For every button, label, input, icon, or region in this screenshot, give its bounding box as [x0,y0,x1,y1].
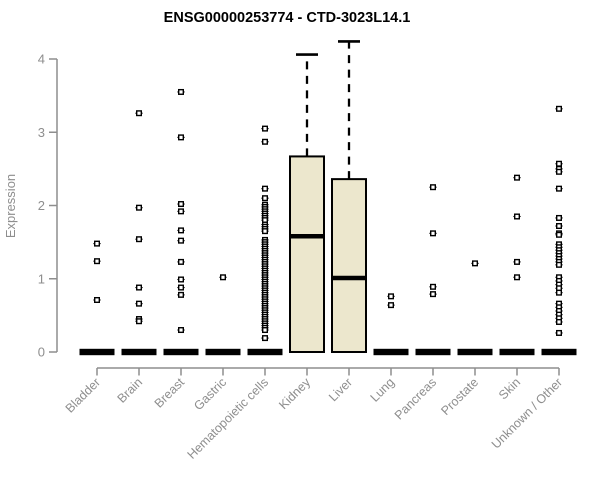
outlier-point [93,296,100,303]
outlier-point [177,258,184,265]
y-tick-label: 3 [38,125,45,140]
outlier-point [177,227,184,234]
x-tick-label-hematopoietic-cells: Hematopoietic cells [185,375,272,462]
collapsed-median-bar [373,348,409,356]
outlier-point [388,293,395,300]
outlier-point [472,260,479,267]
outlier-point [388,302,395,309]
outlier-point [262,125,269,132]
x-tick-label-lung: Lung [368,375,398,405]
outlier-point [556,231,563,238]
outlier-point [93,240,100,247]
boxplot-prostate [457,260,493,356]
outlier-point [556,289,563,296]
outlier-point [556,105,563,112]
outlier-point [556,160,563,167]
boxplot-skin [499,174,535,356]
x-tick-label-prostate: Prostate [438,375,481,418]
collapsed-median-bar [79,348,115,356]
collapsed-median-bar [415,348,451,356]
collapsed-median-bar [247,348,283,356]
outlier-point [430,184,437,191]
outlier-point [177,208,184,215]
outlier-point [262,327,269,334]
outlier-point [135,300,142,307]
box-series [79,40,577,356]
y-tick-label: 1 [38,271,45,286]
outlier-point [219,274,226,281]
boxplot-kidney [289,53,325,353]
outlier-point [177,134,184,141]
x-tick-label-brain: Brain [115,375,146,406]
outlier-point [556,223,563,230]
x-tick-label-gastric: Gastric [191,375,229,413]
outlier-point [177,237,184,244]
outlier-point [430,291,437,298]
outlier-point [177,276,184,283]
boxplot-unknown-other [541,105,577,356]
outlier-point [556,214,563,221]
x-tick-label-bladder: Bladder [63,375,103,415]
y-axis-title: Expression [3,174,18,238]
outlier-point [177,201,184,208]
outlier-point [556,318,563,325]
collapsed-median-bar [457,348,493,356]
y-axis: 0 1 2 3 4 [38,52,58,360]
x-tick-label-skin: Skin [496,375,523,402]
outlier-point [93,258,100,265]
collapsed-median-bar [163,348,199,356]
outlier-point [556,168,563,175]
outlier-point [514,213,521,220]
chart-title: ENSG00000253774 - CTD-3023L14.1 [164,10,411,26]
boxplot-gastric [205,274,241,356]
outlier-point [556,261,563,268]
outlier-point [262,195,269,202]
outlier-point [262,228,269,235]
outlier-point [262,185,269,192]
outlier-point [430,283,437,290]
outlier-point [262,138,269,145]
x-tick-label-pancreas: Pancreas [392,375,439,422]
outlier-point [177,88,184,95]
outlier-point [262,335,269,342]
outlier-point [135,110,142,117]
boxplot-liver [331,40,367,353]
outlier-point [514,258,521,265]
box [331,178,367,353]
outlier-point [514,174,521,181]
boxplot-bladder [79,240,115,356]
x-tick-label-unknown-other: Unknown / Other [489,375,565,451]
outlier-point [430,230,437,237]
outlier-point [135,284,142,291]
y-tick-label: 2 [38,198,45,213]
outlier-point [135,236,142,243]
box [289,155,325,353]
boxplot-lung [373,293,409,356]
outlier-point [177,327,184,334]
outlier-point [135,318,142,325]
boxplot-breast [163,88,199,356]
outlier-point [177,291,184,298]
outlier-point [556,329,563,336]
outlier-point [556,185,563,192]
collapsed-median-bar [121,348,157,356]
outlier-point [514,274,521,281]
collapsed-median-bar [499,348,535,356]
outlier-point [135,204,142,211]
collapsed-median-bar [541,348,577,356]
outlier-point [177,284,184,291]
boxplot-brain [121,110,157,356]
x-tick-label-liver: Liver [326,375,355,404]
boxplot-hematopoietic-cells [247,125,283,356]
y-tick-label: 4 [38,52,45,67]
x-tick-label-breast: Breast [152,375,188,411]
collapsed-median-bar [205,348,241,356]
x-tick-label-kidney: Kidney [276,375,313,412]
boxplot-pancreas [415,184,451,356]
y-tick-label: 0 [38,345,45,360]
